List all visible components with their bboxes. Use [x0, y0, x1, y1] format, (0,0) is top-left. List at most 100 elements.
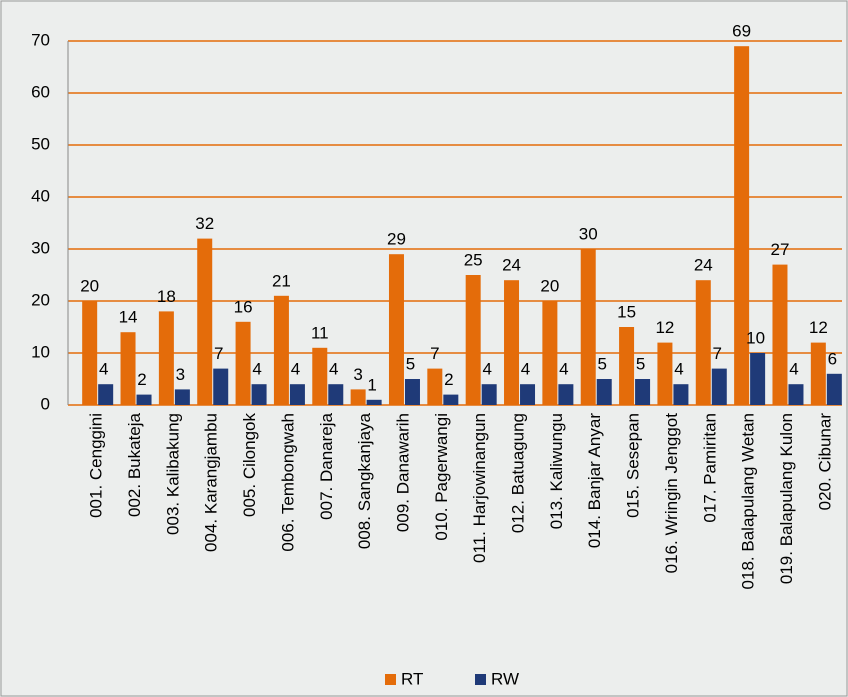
bar — [481, 384, 497, 405]
data-label: 4 — [99, 360, 108, 379]
data-label: 3 — [176, 365, 185, 384]
x-tick-label: 007. Danareja — [317, 412, 336, 519]
data-label: 5 — [636, 354, 645, 373]
data-label: 32 — [195, 214, 214, 233]
bar — [465, 275, 481, 405]
data-label: 12 — [655, 318, 674, 337]
bar — [504, 280, 520, 405]
x-tick-label: 011. Harjowinangun — [470, 413, 489, 563]
data-label: 20 — [540, 276, 559, 295]
data-label: 2 — [137, 370, 146, 389]
bar — [404, 379, 420, 405]
x-tick-label: 017. Pamiritan — [700, 413, 719, 523]
data-label: 25 — [464, 250, 483, 269]
data-label: 4 — [482, 360, 491, 379]
x-tick-label: 012. Batuagung — [509, 413, 528, 533]
bar — [750, 353, 766, 405]
bar — [213, 368, 229, 405]
data-label: 14 — [119, 308, 138, 327]
data-label: 29 — [387, 230, 406, 249]
bar — [619, 327, 635, 405]
bar — [388, 254, 404, 405]
bar — [98, 384, 114, 405]
y-tick-label: 50 — [31, 134, 50, 153]
data-label: 15 — [617, 302, 636, 321]
y-tick-label: 40 — [31, 186, 50, 205]
data-label: 4 — [559, 360, 568, 379]
x-tick-label: 018. Balapulang Wetan — [739, 413, 758, 589]
x-tick-label: 002. Bukateja — [125, 412, 144, 517]
bar — [596, 379, 612, 405]
bar — [542, 301, 558, 405]
bar — [120, 332, 136, 405]
bar — [82, 301, 98, 405]
y-tick-label: 20 — [31, 290, 50, 309]
data-label: 4 — [674, 360, 683, 379]
data-label: 6 — [828, 349, 837, 368]
data-label: 69 — [732, 22, 751, 41]
bar — [427, 368, 443, 405]
legend-label: RT — [401, 669, 423, 688]
data-label: 4 — [329, 360, 338, 379]
data-label: 20 — [80, 276, 99, 295]
data-label: 24 — [694, 256, 713, 275]
data-label: 7 — [713, 344, 722, 363]
x-tick-label: 009. Danawarih — [393, 413, 412, 532]
x-tick-label: 019. Balapulang Kulon — [777, 413, 796, 584]
x-tick-label: 001. Cenggini — [87, 413, 106, 518]
data-label: 21 — [272, 271, 291, 290]
bar — [558, 384, 574, 405]
data-label: 7 — [430, 344, 439, 363]
x-tick-label: 005. Cilongok — [240, 413, 259, 517]
x-tick-label: 003. Kalibakung — [163, 413, 182, 535]
bar — [443, 394, 459, 405]
data-label: 3 — [353, 365, 362, 384]
bar — [158, 311, 174, 405]
bar — [635, 379, 651, 405]
x-tick-label: 010. Pagerwangi — [432, 413, 451, 541]
y-tick-label: 10 — [31, 342, 50, 361]
legend-label: RW — [491, 669, 519, 688]
data-label: 12 — [809, 318, 828, 337]
data-label: 5 — [597, 354, 606, 373]
bar — [328, 384, 344, 405]
data-label: 4 — [291, 360, 300, 379]
bar — [826, 373, 842, 405]
legend-swatch — [475, 674, 486, 685]
x-tick-label: 015. Sesepan — [624, 413, 643, 518]
bar — [312, 347, 328, 405]
data-label: 4 — [521, 360, 530, 379]
data-label: 4 — [252, 360, 261, 379]
bar — [772, 264, 788, 405]
bar — [810, 342, 826, 405]
x-tick-label: 013. Kaliwungu — [547, 413, 566, 529]
bar — [734, 46, 750, 405]
data-label: 30 — [579, 224, 598, 243]
bar — [657, 342, 673, 405]
bar — [273, 295, 289, 405]
data-label: 11 — [311, 323, 329, 342]
data-label: 16 — [234, 297, 253, 316]
data-label: 27 — [771, 240, 790, 259]
bar — [580, 249, 596, 405]
data-label: 5 — [406, 354, 415, 373]
data-label: 2 — [444, 370, 453, 389]
bar — [174, 389, 190, 405]
bar — [289, 384, 305, 405]
bar — [350, 389, 366, 405]
bar — [251, 384, 267, 405]
bar — [695, 280, 711, 405]
bar — [788, 384, 804, 405]
x-tick-label: 016. Wringin Jenggot — [662, 413, 681, 574]
x-tick-label: 014. Banjar Anyar — [585, 413, 604, 548]
x-tick-label: 020. Cibunar — [815, 413, 834, 511]
x-tick-label: 008. Sangkanjaya — [355, 412, 374, 549]
data-label: 10 — [746, 328, 765, 347]
bar — [136, 394, 152, 405]
bar — [366, 399, 382, 405]
legend-swatch — [385, 674, 396, 685]
y-tick-label: 60 — [31, 82, 50, 101]
data-label: 24 — [502, 256, 521, 275]
